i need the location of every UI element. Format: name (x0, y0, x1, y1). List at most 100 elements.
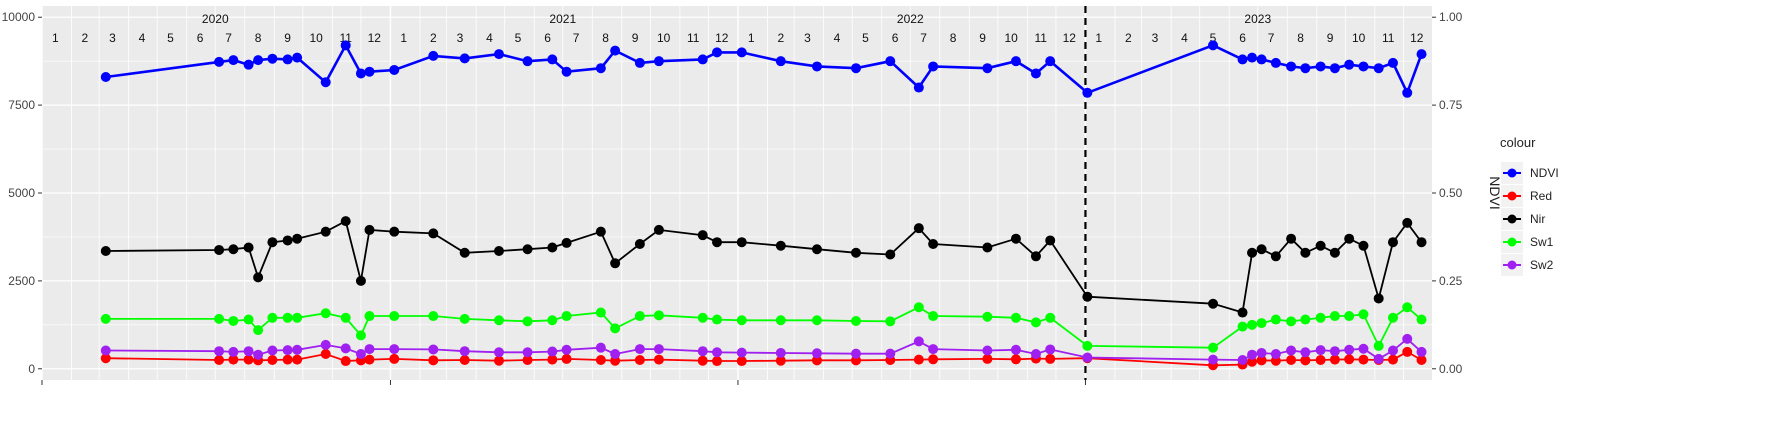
data-point-ndvi (228, 55, 239, 66)
data-point-sw1 (1416, 314, 1427, 325)
data-point-nir (928, 238, 939, 249)
series-nir (100, 216, 1427, 318)
data-point-nir (1256, 244, 1267, 255)
data-point-nir (1344, 233, 1355, 244)
data-point-ndvi (1082, 87, 1093, 98)
data-point-ndvi (340, 40, 351, 51)
data-point-red (1344, 354, 1355, 365)
data-point-sw2 (1208, 354, 1219, 365)
data-point-sw2 (653, 344, 664, 355)
data-point-sw2 (634, 344, 645, 355)
month-label: 6 (892, 31, 899, 45)
data-point-nir (1270, 251, 1281, 262)
month-label: 8 (255, 31, 262, 45)
data-point-sw1 (1402, 302, 1413, 313)
data-point-sw2 (1373, 353, 1384, 364)
data-point-nir (459, 247, 470, 258)
data-point-ndvi (1329, 63, 1340, 74)
month-label: 12 (368, 31, 382, 45)
data-point-ndvi (610, 45, 621, 56)
data-point-sw2 (697, 346, 708, 357)
data-point-ndvi (493, 49, 504, 60)
data-point-sw1 (1329, 311, 1340, 322)
data-point-nir (340, 216, 351, 227)
month-label: 2 (81, 31, 88, 45)
data-point-ndvi (1315, 61, 1326, 72)
data-point-sw1 (982, 311, 993, 322)
data-point-ndvi (100, 71, 111, 82)
data-point-red (340, 356, 351, 367)
data-point-red (982, 353, 993, 364)
data-point-nir (775, 240, 786, 251)
data-point-nir (811, 244, 822, 255)
series-layer (100, 40, 1427, 371)
legend-item-ndvi: NDVI (1501, 162, 1559, 184)
month-label: 6 (544, 31, 551, 45)
data-point-ndvi (712, 47, 723, 58)
data-point-red (292, 354, 303, 365)
data-point-ndvi (982, 63, 993, 74)
data-point-sw1 (1237, 321, 1248, 332)
month-label: 8 (1297, 31, 1304, 45)
data-point-red (522, 354, 533, 365)
data-point-ndvi (253, 55, 264, 66)
data-point-red (1329, 354, 1340, 365)
month-label: 5 (1210, 31, 1217, 45)
right-axis-tick-label: 0.25 (1439, 274, 1463, 288)
data-point-sw1 (522, 316, 533, 327)
month-label: 6 (1239, 31, 1246, 45)
left-axis-tick-label: 10000 (2, 10, 36, 24)
data-point-nir (595, 226, 606, 237)
data-point-sw1 (697, 312, 708, 323)
month-label: 11 (687, 31, 700, 45)
data-point-sw1 (561, 311, 572, 322)
data-point-ndvi (364, 66, 375, 77)
data-point-nir (1387, 237, 1398, 248)
year-label: 2023 (1244, 12, 1271, 26)
data-point-sw1 (282, 312, 293, 323)
data-point-sw2 (364, 344, 375, 355)
data-point-sw2 (267, 345, 278, 356)
data-point-sw2 (355, 349, 366, 360)
data-point-sw1 (1315, 312, 1326, 323)
data-point-nir (1358, 240, 1369, 251)
data-point-red (1045, 353, 1056, 364)
data-point-nir (243, 242, 254, 253)
data-point-red (320, 349, 331, 360)
data-point-ndvi (697, 54, 708, 65)
series-sw1 (100, 302, 1427, 353)
data-point-ndvi (389, 64, 400, 75)
right-axis-title: NDVI (1487, 176, 1503, 209)
month-label: 10 (1352, 31, 1366, 45)
data-point-sw2 (1082, 352, 1093, 363)
data-point-ndvi (1010, 56, 1021, 67)
data-point-ndvi (428, 50, 439, 61)
legend-item-nir: Nir (1501, 208, 1545, 230)
data-point-sw1 (214, 313, 225, 324)
data-point-sw1 (1010, 312, 1021, 323)
data-point-sw1 (913, 302, 924, 313)
legend-item-red: Red (1501, 185, 1552, 207)
data-point-nir (1237, 307, 1248, 318)
data-point-ndvi (282, 54, 293, 65)
month-label: 2 (430, 31, 437, 45)
data-point-sw1 (547, 315, 558, 326)
data-point-sw1 (1344, 311, 1355, 322)
left-axis-tick-label: 0 (28, 362, 35, 376)
data-point-nir (1373, 293, 1384, 304)
data-point-red (547, 354, 558, 365)
data-point-sw1 (1286, 316, 1297, 327)
data-point-sw1 (1270, 314, 1281, 325)
data-point-sw1 (292, 312, 303, 323)
month-label: 5 (167, 31, 174, 45)
data-point-ndvi (1270, 57, 1281, 68)
data-point-red (1300, 355, 1311, 366)
data-point-sw1 (712, 314, 723, 325)
data-point-ndvi (547, 54, 558, 65)
data-point-nir (364, 224, 375, 235)
data-point-nir (100, 246, 111, 257)
data-point-sw2 (885, 348, 896, 359)
data-point-ndvi (1416, 49, 1427, 60)
data-point-ndvi (634, 57, 645, 68)
data-point-nir (1315, 240, 1326, 251)
